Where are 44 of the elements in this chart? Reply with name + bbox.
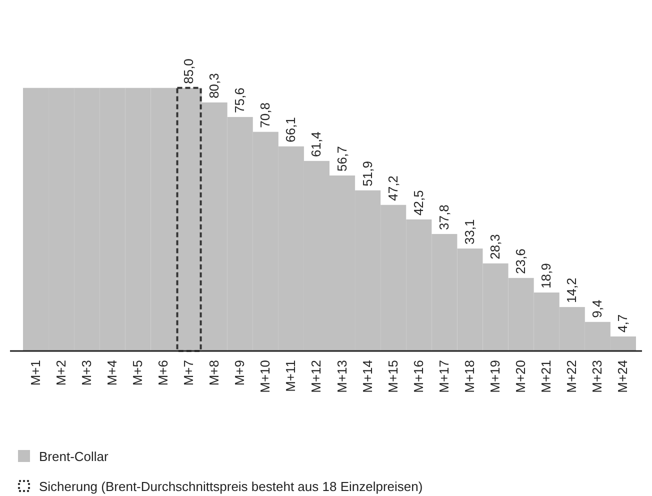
- data-label: 42,5: [410, 190, 426, 216]
- text: Sicherung (Brent-Durchschnittspreis besteht aus 18 Einzelpreisen): [39, 479, 423, 494]
- data-label: 61,4: [308, 132, 324, 157]
- x-tick-label: M+8: [206, 360, 222, 386]
- x-tick-label: M+14: [360, 360, 375, 393]
- x-tick-label: M+11: [283, 360, 298, 392]
- x-tick-label: M+9: [232, 360, 248, 386]
- data-label: 18,9: [538, 263, 554, 288]
- x-tick-label: M+2: [53, 360, 68, 386]
- x-tick-label: M+10: [258, 360, 273, 393]
- data-label: 37,8: [436, 204, 452, 230]
- data-label: 80,3: [206, 73, 222, 98]
- data-label: 75,6: [232, 88, 248, 113]
- x-tick-label: M+22: [564, 360, 580, 393]
- x-tick-label: M+6: [155, 360, 170, 386]
- data-label: 70,8: [258, 102, 273, 128]
- data-label: 28,3: [488, 234, 503, 260]
- data-label: 33,1: [462, 219, 477, 245]
- data-label: 47,2: [385, 176, 400, 201]
- x-tick-label: M+13: [334, 360, 350, 393]
- x-tick-label: M+20: [513, 360, 528, 393]
- data-label: 51,9: [360, 161, 375, 186]
- legend-label: Brent-Collar: [39, 449, 110, 464]
- data-label: 14,2: [564, 278, 580, 304]
- data-label: 66,1: [283, 117, 298, 142]
- data-label: 85,0: [181, 58, 196, 84]
- x-tick-label: M+17: [436, 360, 452, 393]
- data-label: 56,7: [334, 146, 350, 172]
- x-tick-label: M+5: [130, 360, 145, 386]
- x-tick-label: M+16: [410, 360, 426, 393]
- x-tick-label: M+24: [615, 360, 630, 393]
- x-tick-label: M+12: [308, 360, 324, 393]
- x-tick-label: M+21: [538, 360, 554, 393]
- x-tick-label: M+1: [28, 360, 43, 386]
- x-tick-label: M+23: [590, 360, 605, 393]
- data-label: 4,7: [615, 314, 630, 332]
- x-tick-label: M+4: [104, 360, 120, 386]
- x-tick-label: M+3: [78, 360, 94, 386]
- x-tick-label: M+18: [462, 360, 477, 393]
- x-tick-label: M+7: [181, 360, 196, 386]
- x-tick-label: M+15: [385, 360, 400, 393]
- x-tick-label: M+19: [488, 360, 503, 393]
- data-label: 23,6: [513, 248, 528, 274]
- data-label: 9,4: [590, 300, 605, 318]
